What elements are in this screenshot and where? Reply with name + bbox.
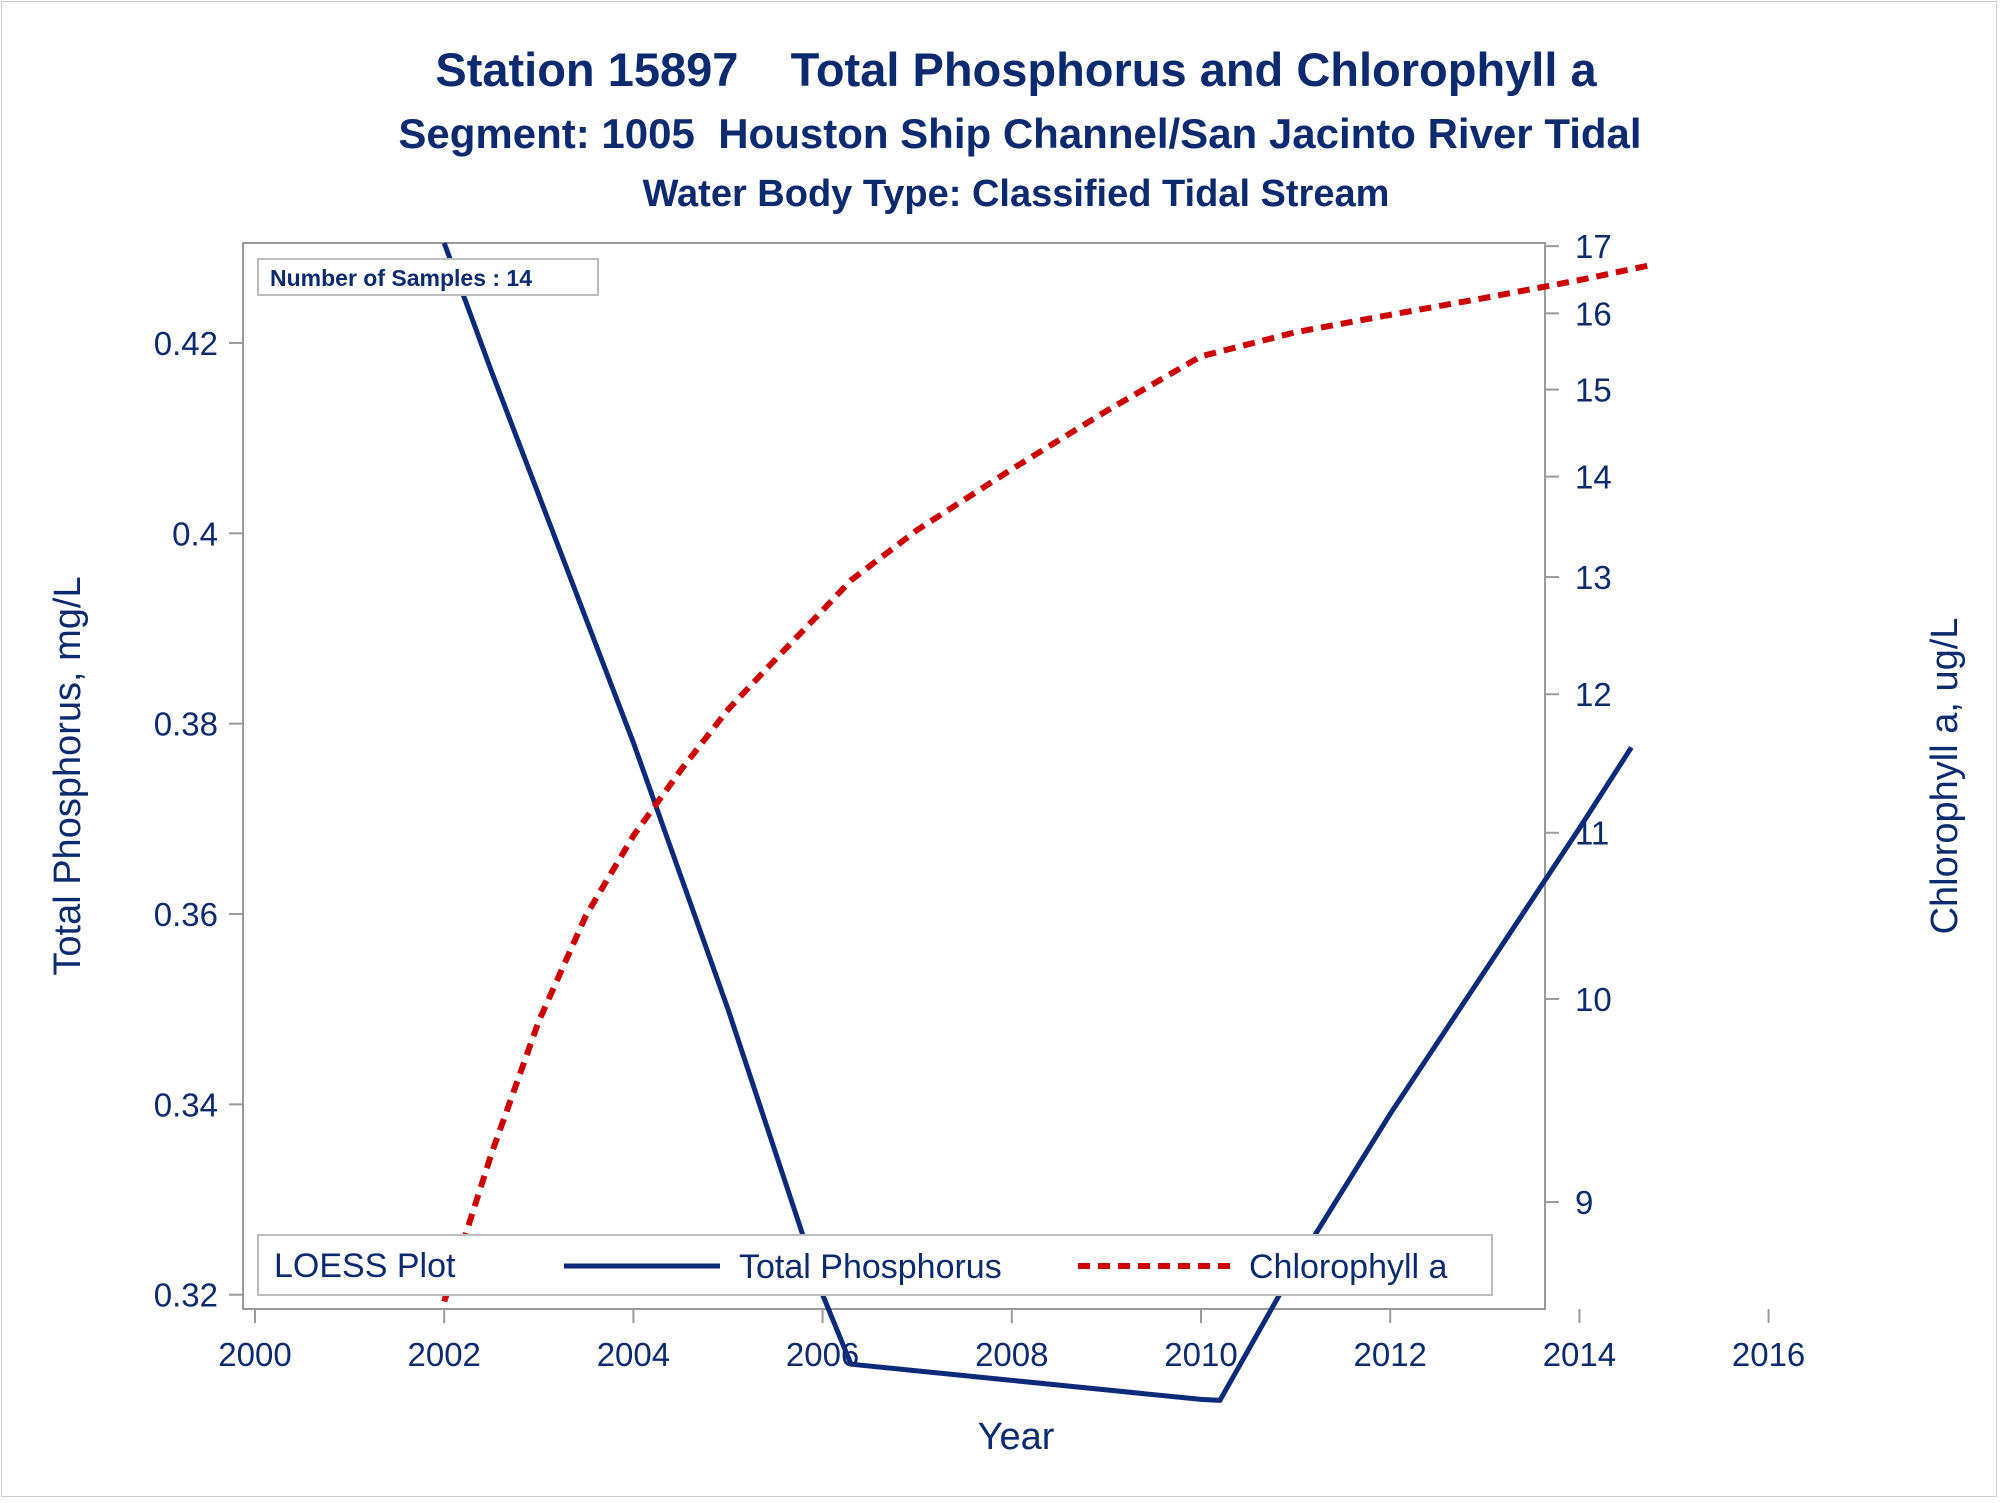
- x-axis-label: Year: [978, 1416, 1055, 1458]
- x-tick-label: 2004: [597, 1336, 670, 1373]
- y2-tick-label: 12: [1575, 676, 1612, 713]
- y2-tick-label: 16: [1575, 295, 1612, 332]
- y-tick-label: 0.36: [154, 896, 218, 933]
- chart-title: Station 15897 Total Phosphorus and Chlor…: [435, 43, 1597, 96]
- y2-tick-label: 11: [1575, 815, 1609, 852]
- x-axis: 2000 2002 2004 2006 2008 2010 2012 2014 2016: [218, 1309, 1805, 1373]
- x-tick-label: 2016: [1732, 1336, 1805, 1373]
- series-line-chlorophyll-a: [441, 261, 1656, 1303]
- series-line-total-phosphorus: [441, 242, 1634, 1403]
- y2-tick-label: 17: [1575, 228, 1612, 265]
- chart-subtitle: Segment: 1005 Houston Ship Channel/San J…: [398, 110, 1641, 157]
- x-tick-label: 2012: [1353, 1336, 1426, 1373]
- legend-title: LOESS Plot: [274, 1247, 456, 1285]
- legend-box: [257, 1234, 1493, 1296]
- legend: LOESS Plot Total Phosphorus Chlorophyll …: [257, 1234, 1493, 1296]
- y-tick-label: 0.42: [154, 325, 218, 362]
- y-tick-label: 0.4: [172, 515, 218, 552]
- inset-text: Number of Samples : 14: [270, 265, 532, 291]
- inset-box: Number of Samples : 14: [257, 258, 599, 296]
- y-axis: 0.32 0.34 0.36 0.38 0.4 0.42: [154, 325, 243, 1314]
- x-tick-label: 2002: [407, 1336, 480, 1373]
- x-tick-label: 2010: [1164, 1336, 1237, 1373]
- x-tick-label: 2000: [218, 1336, 291, 1373]
- y-tick-label: 0.38: [154, 706, 218, 743]
- y-tick-label: 0.34: [154, 1086, 218, 1123]
- legend-label-total-phosphorus: Total Phosphorus: [739, 1248, 1002, 1286]
- y2-tick-label: 9: [1575, 1184, 1593, 1221]
- series-lines: [441, 242, 1656, 1403]
- x-tick-label: 2008: [975, 1336, 1048, 1373]
- y2-axis-label: Chlorophyll a, ug/L: [1924, 618, 1966, 935]
- y2-tick-label: 10: [1575, 981, 1612, 1018]
- y2-tick-label: 13: [1575, 559, 1612, 596]
- x-tick-label: 2014: [1543, 1336, 1616, 1373]
- y2-axis: 9 10 11 12 13 14 15 16 17: [1545, 228, 1612, 1221]
- plot-area: [242, 242, 1546, 1310]
- legend-label-chlorophyll-a: Chlorophyll a: [1249, 1248, 1448, 1286]
- y-tick-label: 0.32: [154, 1277, 218, 1314]
- chart-subtitle-2: Water Body Type: Classified Tidal Stream: [643, 173, 1390, 215]
- y-axis-label: Total Phosphorus, mg/L: [47, 576, 89, 975]
- y2-tick-label: 14: [1575, 459, 1612, 496]
- y2-tick-label: 15: [1575, 372, 1612, 409]
